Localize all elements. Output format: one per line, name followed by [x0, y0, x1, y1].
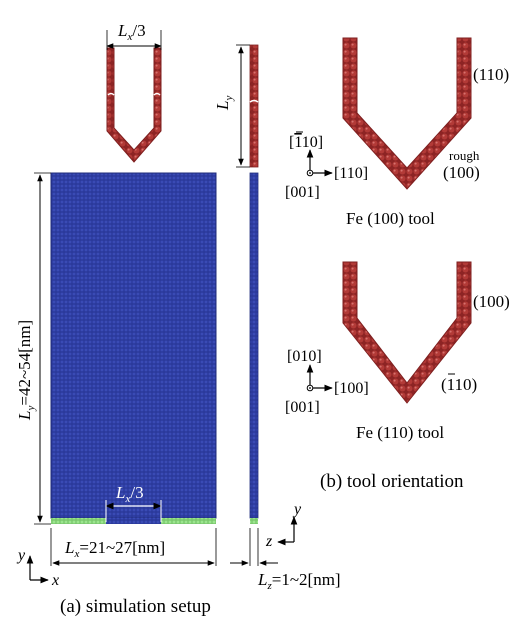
- tool1-dir-right: [110]: [334, 165, 368, 182]
- ly-tool-dimension: Ly: [213, 44, 250, 168]
- tool-fe110: [342, 261, 472, 404]
- axis-z-label: z: [265, 533, 273, 550]
- svg-text:Lx/3: Lx/3: [115, 483, 144, 505]
- svg-text:Lz=1~2[nm]: Lz=1~2[nm]: [257, 570, 341, 592]
- tool2-bottom-face: (110): [441, 375, 477, 394]
- axis-y-label: y: [16, 547, 26, 564]
- svg-text:Ly=42~54[nm]: Ly=42~54[nm]: [15, 320, 37, 421]
- svg-text:Lx/3: Lx/3: [117, 21, 146, 43]
- ly-substrate-dimension: Ly=42~54[nm]: [15, 172, 51, 525]
- svg-text:Ly: Ly: [213, 96, 235, 111]
- substrate-front: [50, 172, 217, 524]
- tool2-dir-out: [001]: [285, 399, 320, 416]
- lx-main-L: L: [64, 538, 74, 557]
- lz-dimension: Lz=1~2[nm]: [230, 528, 341, 592]
- axis-y2-label: y: [292, 501, 302, 518]
- lx-third-dimension: Lx/3: [106, 21, 162, 50]
- lx-substrate-dimension: Lx=21~27[nm]: [50, 528, 217, 566]
- tool1-dir-up: [110]: [289, 134, 323, 151]
- ly-small-sub: y: [223, 96, 235, 102]
- tool1-dir-out: [001]: [285, 184, 320, 201]
- tool2-dir-right: [100]: [334, 380, 369, 397]
- overbar-one: 1: [294, 134, 302, 151]
- tool1-rough-label: rough: [449, 148, 480, 163]
- substrate-side: [249, 172, 259, 524]
- lx-main-range: =21~27[nm]: [79, 538, 165, 557]
- axis-x-label: x: [51, 572, 59, 589]
- tool2-label: Fe (110) tool: [356, 423, 444, 442]
- ly-small-L: L: [213, 101, 232, 111]
- ly-main-L: L: [15, 411, 34, 421]
- caption-a: (a) simulation setup: [60, 596, 211, 617]
- lx-third-bottom-dimension: Lx/3: [105, 483, 162, 522]
- xy-axis-triad: y x: [16, 547, 59, 589]
- lz-main-range: =1~2[nm]: [272, 570, 341, 589]
- axis-triad-tool1: [306, 149, 333, 177]
- axis-triad-tool2: [306, 364, 333, 392]
- lz-main-L: L: [257, 570, 267, 589]
- svg-text:Lx=21~27[nm]: Lx=21~27[nm]: [64, 538, 165, 560]
- lx-third-sub: x: [126, 31, 132, 43]
- tool-small-side: [249, 44, 259, 168]
- zy-axis-triad: y z: [265, 501, 302, 550]
- tool1-bottom-face: (100): [443, 163, 480, 182]
- caption-b: (b) tool orientation: [320, 471, 464, 492]
- lx-third-tail: /3: [132, 21, 145, 40]
- tool1-right-face: (110): [473, 65, 509, 84]
- tool1-label: Fe (100) tool: [346, 209, 435, 228]
- tool2-right-face: (100): [473, 292, 510, 311]
- ly-main-range: =42~54[nm]: [15, 320, 34, 406]
- lx-bottom-tail: /3: [130, 483, 143, 502]
- lx-third-L: L: [117, 21, 127, 40]
- lx-bottom-sub: x: [124, 493, 130, 505]
- tool2-dir-up: [010]: [287, 348, 322, 365]
- tool-fe100: [342, 37, 472, 190]
- ly-main-sub: y: [25, 406, 37, 412]
- tool-small-front: [106, 47, 162, 163]
- lx-bottom-L: L: [115, 483, 125, 502]
- lx-main-sub: x: [73, 548, 79, 560]
- lz-main-sub: z: [266, 580, 272, 592]
